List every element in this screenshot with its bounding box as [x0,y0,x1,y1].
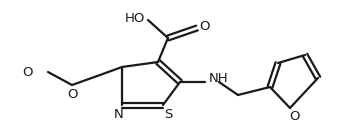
Text: O: O [22,67,33,79]
Text: N: N [114,108,124,120]
Text: HO: HO [125,11,145,25]
Text: O: O [290,111,300,124]
Text: O: O [200,19,210,33]
Text: NH: NH [209,72,229,86]
Text: S: S [164,108,172,120]
Text: O: O [68,87,78,100]
